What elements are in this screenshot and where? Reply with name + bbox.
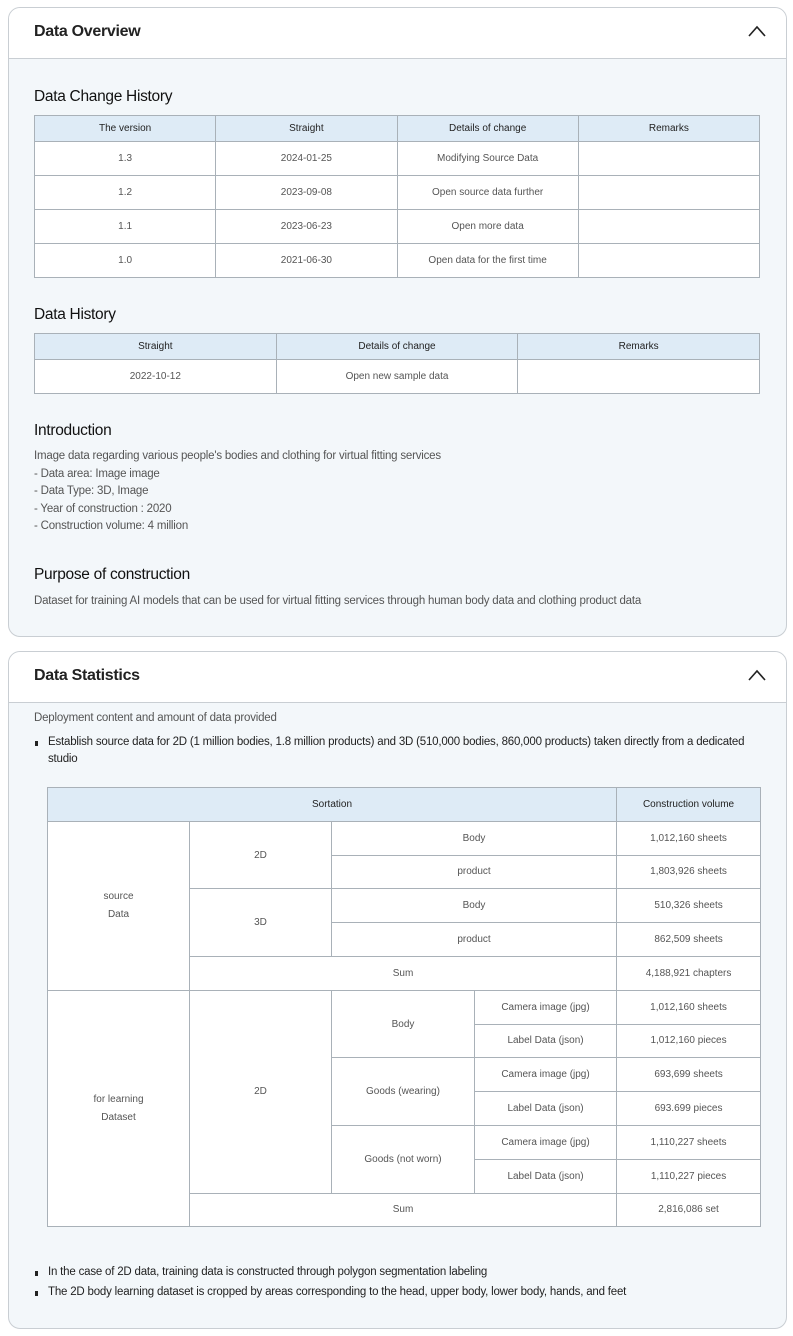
data-statistics-panel: Data Statistics Deployment content and a… [8, 651, 787, 1329]
cell: 693,699 sheets [616, 1057, 762, 1093]
cell: Open more data [396, 209, 579, 244]
chevron-up-icon[interactable] [748, 669, 766, 681]
cell: 2024-01-25 [215, 141, 398, 176]
table-row: 1.3 2024-01-25 Modifying Source Data [33, 141, 761, 176]
cell: 862,509 sheets [616, 922, 762, 957]
intro-line: Image data regarding various people's bo… [34, 450, 441, 462]
table-row: 1.0 2021-06-30 Open data for the first tim… [33, 243, 761, 278]
section-title: Introduction [34, 422, 112, 439]
cell: 1.1 [33, 209, 217, 244]
column-header: Details of change [396, 115, 579, 142]
panel-title: Data Statistics [34, 667, 140, 684]
cell: Label Data (json) [473, 1091, 618, 1126]
column-header: Sortation [46, 787, 618, 822]
cell: 2D [189, 989, 332, 1194]
cell: Sum [188, 955, 618, 991]
cell: 2022-10-12 [34, 359, 277, 394]
cell: 1,012,160 sheets [616, 820, 762, 856]
cell: 2D [189, 820, 332, 890]
panel-title: Data Overview [34, 23, 141, 40]
section-title: Data History [34, 306, 116, 323]
table-row: 1.2 2023-09-08 Open source data further [33, 175, 761, 210]
cell: Modifying Source Data [396, 141, 579, 176]
cell: 2,816,086 set [616, 1192, 762, 1228]
cell: Open new sample data [275, 359, 519, 394]
row-group-source-data: source Data [47, 820, 190, 991]
column-header: Construction volume [616, 787, 762, 822]
cell: 510,326 sheets [616, 888, 762, 924]
cell: product [330, 854, 618, 890]
column-header: The version [33, 115, 217, 142]
change-history-table: The version Straight Details of change Rema… [33, 115, 761, 278]
cell: product [330, 922, 618, 957]
cell: Camera image (jpg) [473, 989, 618, 1025]
introduction-text: Image data regarding various people's bo… [34, 448, 441, 536]
purpose-text: Dataset for training AI models that can … [34, 595, 642, 607]
cell: 1,012,160 sheets [616, 989, 762, 1025]
section-title: Purpose of construction [34, 566, 190, 583]
cell: Body [330, 888, 618, 924]
cell: Open source data further [396, 175, 579, 210]
cell: Body [331, 989, 475, 1059]
cell [577, 175, 761, 210]
bullet-item: In the case of 2D data, training data is… [34, 1264, 754, 1281]
cell: Goods (not worn) [331, 1124, 475, 1194]
label: Dataset [101, 1111, 136, 1123]
cell: Camera image (jpg) [473, 1057, 618, 1093]
intro-line: - Construction volume: 4 million [34, 520, 189, 532]
cell: 2021-06-30 [215, 243, 398, 278]
intro-line: - Data area: Image image [34, 467, 160, 480]
cell [517, 359, 760, 394]
label: for learning [93, 1093, 144, 1105]
cell: 1,110,227 pieces [616, 1158, 762, 1194]
cell [577, 243, 761, 278]
cell: Label Data (json) [473, 1023, 618, 1059]
table-row: 2022-10-12 Open new sample data [34, 359, 760, 394]
bullet-item: Establish source data for 2D (1 million … [34, 734, 754, 768]
data-overview-panel: Data Overview Data Change History The ve… [8, 7, 787, 637]
table-row: 1.1 2023-06-23 Open more data [33, 209, 761, 244]
cell: 2023-06-23 [215, 209, 398, 244]
cell: 3D [189, 888, 332, 957]
cell: 1.0 [33, 243, 217, 278]
cell [577, 141, 761, 176]
column-header: Remarks [577, 115, 761, 142]
cell [577, 209, 761, 244]
cell: 1,803,926 sheets [616, 854, 762, 890]
cell: 1,012,160 pieces [616, 1023, 762, 1059]
bullet-item: The 2D body learning dataset is cropped … [34, 1284, 754, 1301]
cell: Label Data (json) [473, 1158, 618, 1194]
column-header: Details of change [275, 333, 519, 360]
statistics-table: Sortation Construction volume source Data … [46, 787, 762, 1228]
cell: 693.699 pieces [616, 1091, 762, 1126]
column-header: Straight [215, 115, 398, 142]
label: source [103, 890, 134, 902]
intro-line: - Year of construction : 2020 [34, 502, 172, 515]
statistics-subtitle: Deployment content and amount of data pr… [34, 712, 277, 724]
panel-header[interactable]: Data Statistics [9, 652, 786, 703]
cell: 2023-09-08 [215, 175, 398, 210]
cell: Camera image (jpg) [473, 1124, 618, 1160]
row-group-learning-dataset: for learning Dataset [47, 989, 190, 1228]
cell: Goods (wearing) [331, 1057, 475, 1126]
cell: Sum [188, 1192, 618, 1228]
section-title: Data Change History [34, 88, 173, 105]
column-header: Straight [34, 333, 277, 360]
cell: Open data for the first time [396, 243, 579, 278]
cell: 1.3 [33, 141, 217, 176]
intro-line: - Data Type: 3D, Image [34, 485, 149, 497]
column-header: Remarks [517, 333, 760, 360]
cell: Body [330, 820, 618, 856]
chevron-up-icon[interactable] [748, 25, 766, 37]
label: Data [107, 908, 130, 920]
cell: 1,110,227 sheets [616, 1124, 762, 1160]
panel-header[interactable]: Data Overview [9, 8, 786, 59]
data-history-table: Straight Details of change Remarks 2022-10… [34, 333, 760, 394]
cell: 1.2 [33, 175, 217, 210]
cell: 4,188,921 chapters [616, 955, 762, 991]
